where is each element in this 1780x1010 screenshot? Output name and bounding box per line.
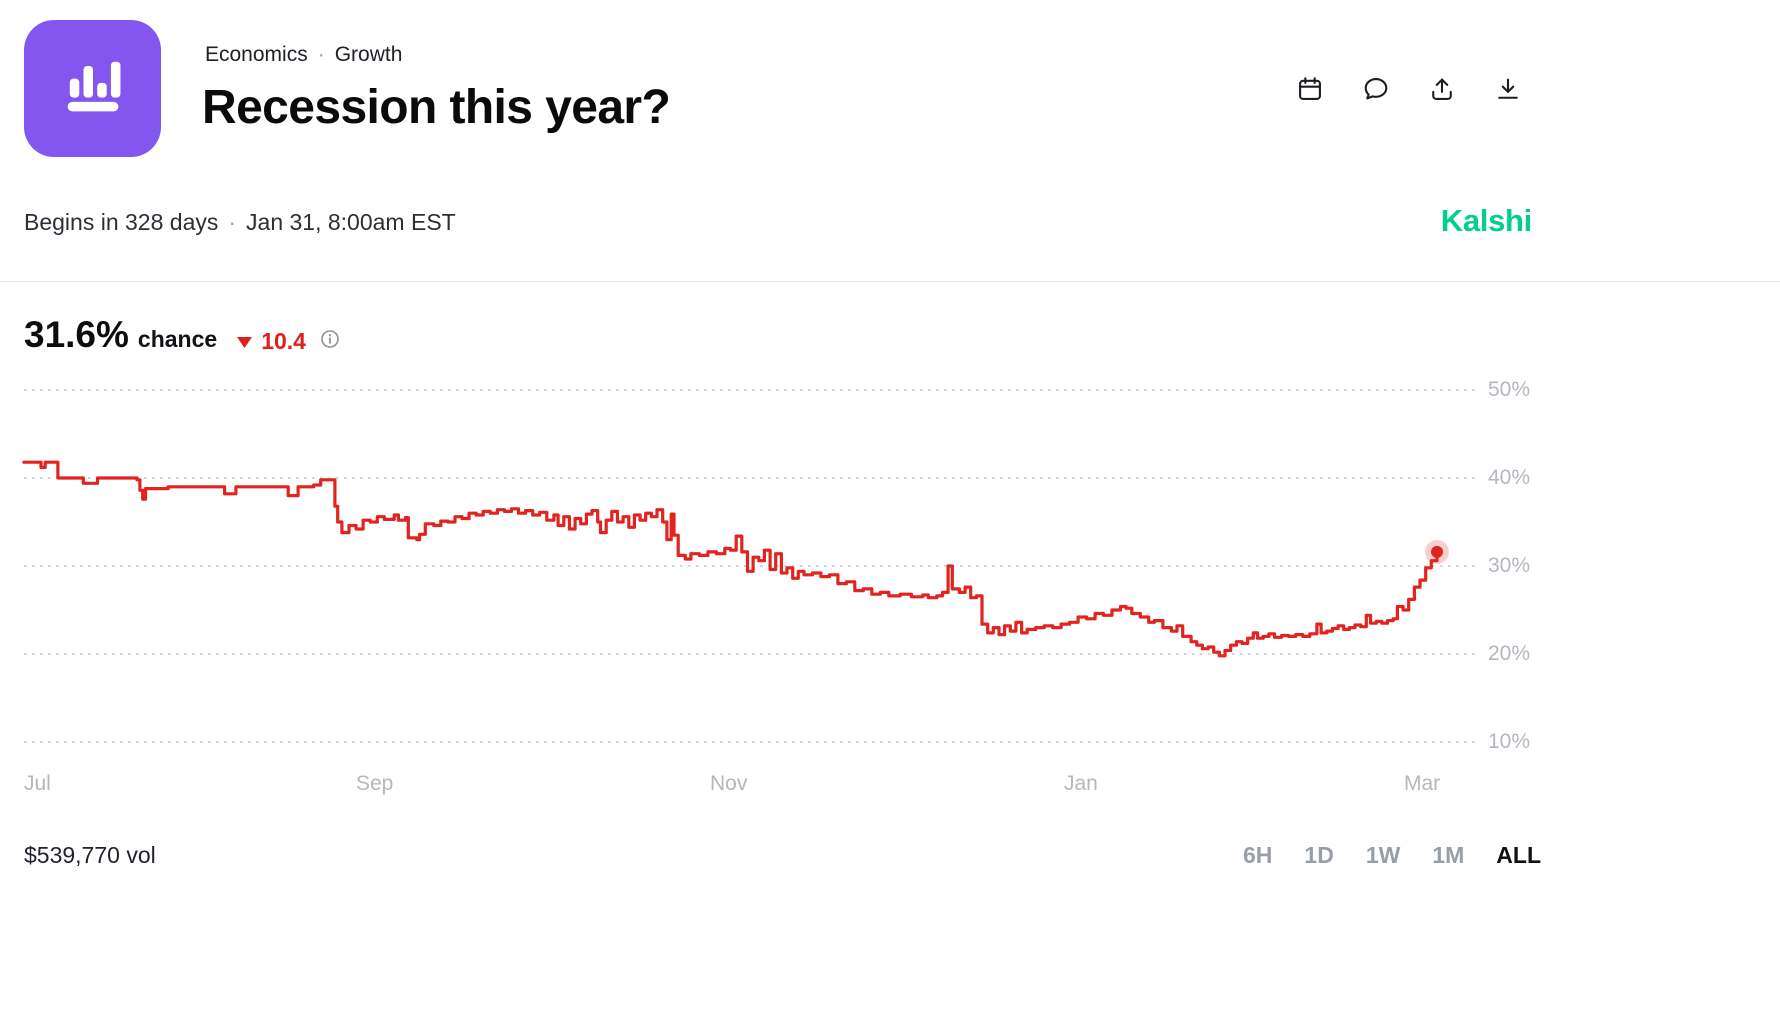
y-axis-label-50: 50%: [1488, 378, 1531, 401]
x-axis-label-sep: Sep: [356, 772, 394, 795]
info-icon[interactable]: [320, 329, 340, 354]
volume-text: $539,770 vol: [24, 842, 156, 868]
breadcrumb-category[interactable]: Economics: [205, 43, 308, 66]
time-range-selector: 6H 1D 1W 1M ALL: [1243, 842, 1541, 869]
gridline-50: [24, 389, 1478, 391]
chance-value: 31.6%: [24, 314, 129, 355]
range-1w[interactable]: 1W: [1365, 842, 1401, 868]
kalshi-logo[interactable]: Kalshi: [1440, 203, 1533, 238]
range-6h[interactable]: 6H: [1243, 842, 1273, 868]
breadcrumb-separator: ·: [317, 43, 325, 66]
share-icon[interactable]: [1427, 74, 1457, 104]
comment-icon[interactable]: [1361, 74, 1391, 104]
range-1m[interactable]: 1M: [1432, 842, 1465, 868]
breadcrumb-subcategory[interactable]: Growth: [334, 43, 403, 66]
y-axis-label-20: 20%: [1488, 642, 1531, 665]
market-image-tile: [24, 20, 161, 157]
range-1d[interactable]: 1D: [1304, 842, 1334, 868]
bar-chart-icon: [55, 48, 131, 129]
y-axis-label-30: 30%: [1488, 554, 1531, 577]
current-point-dot: [1431, 545, 1443, 558]
start-time-text: Jan 31, 8:00am EST: [246, 209, 456, 235]
header-actions: [1295, 74, 1523, 104]
x-axis-label-jul: Jul: [24, 772, 51, 795]
header-divider: [0, 281, 1780, 282]
delta-value: 10.4: [261, 328, 306, 354]
calendar-icon[interactable]: [1295, 74, 1325, 104]
breadcrumb: Economics · Growth: [205, 43, 402, 67]
range-all[interactable]: ALL: [1496, 842, 1541, 868]
price-line: [22, 460, 1439, 658]
chance-label: chance: [137, 326, 218, 352]
gridline-10: [24, 741, 1478, 743]
x-axis-label-jan: Jan: [1064, 772, 1098, 795]
gridline-20: [24, 653, 1478, 655]
gridline-40: [24, 477, 1478, 479]
market-meta: Begins in 328 days · Jan 31, 8:00am EST: [24, 209, 456, 236]
delta-badge: 10.4: [237, 328, 306, 355]
y-axis-label-40: 40%: [1488, 466, 1531, 489]
triangle-down-icon: [237, 337, 253, 348]
download-icon[interactable]: [1493, 74, 1523, 104]
page-title: Recession this year?: [202, 81, 671, 134]
chance-row: 31.6% chance 10.4: [24, 314, 340, 356]
gridline-30: [24, 565, 1478, 567]
x-axis-label-nov: Nov: [710, 772, 748, 795]
y-axis-label-10: 10%: [1488, 730, 1531, 753]
meta-separator: ·: [228, 209, 237, 235]
x-axis-label-mar: Mar: [1404, 772, 1441, 795]
begins-text: Begins in 328 days: [24, 209, 219, 235]
current-point-halo: [1425, 539, 1449, 564]
